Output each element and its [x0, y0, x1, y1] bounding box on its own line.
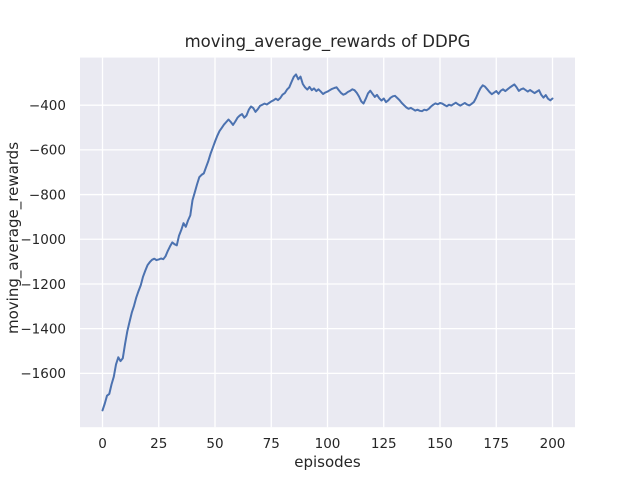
y-tick-label: −600 — [29, 143, 66, 159]
y-tick-labels: −400 −600 −800 −1000 −1200 −1400 −1600 — [20, 98, 66, 382]
y-tick-label: −1400 — [20, 321, 66, 337]
rewards-line — [101, 73, 554, 412]
y-tick-label: −400 — [29, 98, 66, 114]
y-tick-label: −1600 — [20, 366, 66, 382]
x-axis-label: episodes — [294, 453, 361, 471]
x-tick-label: 75 — [263, 436, 280, 452]
x-tick-label: 0 — [98, 436, 107, 452]
x-tick-label: 100 — [315, 436, 341, 452]
y-tick-label: −1000 — [20, 232, 66, 248]
x-tick-label: 200 — [540, 436, 566, 452]
x-tick-label: 175 — [483, 436, 509, 452]
x-tick-labels: 0 25 50 75 100 125 150 175 200 — [98, 436, 565, 452]
x-tick-label: 25 — [150, 436, 167, 452]
y-tick-label: −800 — [29, 187, 66, 203]
grid-layer — [80, 57, 575, 428]
chart-title: moving_average_rewards of DDPG — [185, 32, 471, 52]
y-axis-label: moving_average_rewards — [4, 142, 23, 334]
series-layer — [101, 73, 554, 412]
y-tick-label: −1200 — [20, 277, 66, 293]
x-tick-label: 125 — [371, 436, 397, 452]
x-tick-label: 150 — [427, 436, 453, 452]
x-tick-label: 50 — [206, 436, 223, 452]
